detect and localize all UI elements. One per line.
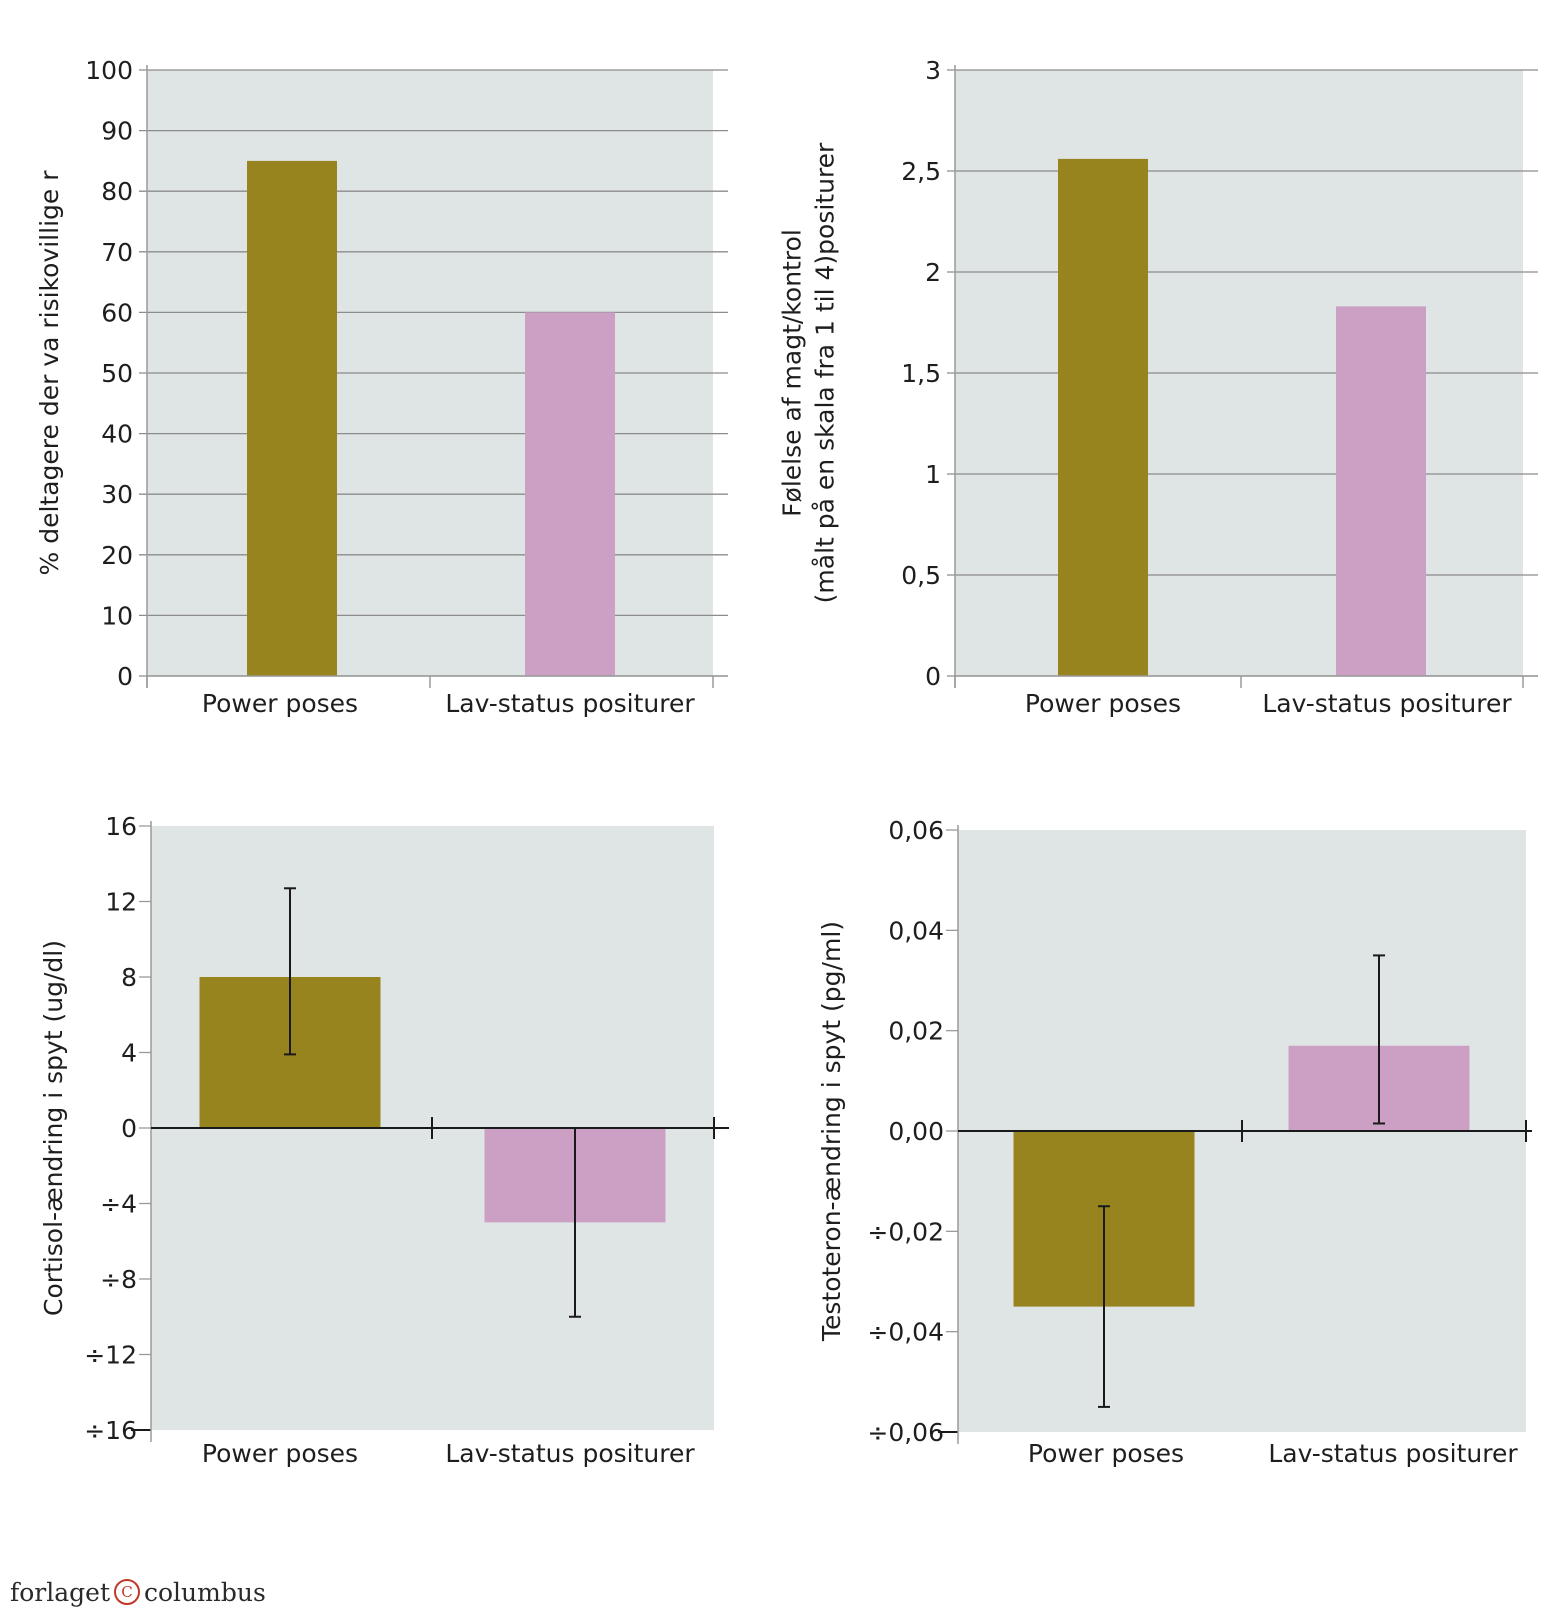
bar-lav-status <box>1336 306 1426 676</box>
y-axis-label: Følelse af magt/kontrol <box>778 229 807 517</box>
chart-1: 0 10 20 30 40 50 60 70 80 90 100 Power poses Lav-sta… <box>35 56 728 718</box>
chart-2: 0 0,5 1 1,5 2 2,5 3 Power poses Lav-status posit… <box>778 56 1538 718</box>
y-tick-label: 90 <box>101 117 133 146</box>
y-tick-label: 100 <box>85 56 133 85</box>
y-tick-label: ÷12 <box>84 1341 137 1370</box>
publisher-logo-left: forlaget <box>10 1577 110 1607</box>
y-tick-label: 2 <box>925 258 941 287</box>
y-tick-label: 0,00 <box>888 1117 944 1146</box>
y-tick-label: 40 <box>101 420 133 449</box>
y-tick-label: 4 <box>121 1039 137 1068</box>
y-tick-label: 70 <box>101 238 133 267</box>
y-tick-label: 0 <box>117 662 133 691</box>
bar-lav-status <box>525 312 615 676</box>
y-tick-label: ÷16 <box>84 1416 137 1445</box>
category-label: Power poses <box>202 689 358 718</box>
category-label: Lav-status positurer <box>1268 1439 1518 1468</box>
y-tick-label: 0,04 <box>888 916 944 945</box>
category-label: Power poses <box>202 1439 358 1468</box>
y-tick-label: 0,06 <box>888 816 944 845</box>
category-label: Power poses <box>1025 689 1181 718</box>
y-tick-label: 20 <box>101 541 133 570</box>
publisher-logo: forlaget C columbus <box>10 1575 266 1609</box>
y-tick-label: 0,5 <box>901 561 941 590</box>
category-label: Lav-status positurer <box>445 689 695 718</box>
y-tick-label: 50 <box>101 359 133 388</box>
bar-power-poses <box>247 160 337 676</box>
y-axis-label: Cortisol-ændring i spyt (ug/dl) <box>39 940 68 1316</box>
y-tick-label: 3 <box>925 56 941 85</box>
bar-power-poses <box>1058 158 1148 676</box>
y-tick-label: 60 <box>101 298 133 327</box>
y-tick-label: 16 <box>105 812 137 841</box>
y-tick-label: 1,5 <box>901 359 941 388</box>
category-label: Power poses <box>1028 1439 1184 1468</box>
chart-3: ÷16 ÷12 ÷8 ÷4 0 4 8 12 16 Power poses Lav-status p… <box>39 812 729 1468</box>
y-tick-label: ÷0,04 <box>867 1318 944 1347</box>
y-tick-label: 30 <box>101 480 133 509</box>
y-tick-label: 10 <box>101 601 133 630</box>
y-tick-label: 1 <box>925 460 941 489</box>
y-tick-label: 12 <box>105 888 137 917</box>
chart-4: ÷0,06 ÷0,04 ÷0,02 0,00 0,02 0,04 0,06 Power pos… <box>817 816 1532 1468</box>
y-tick-label: ÷0,02 <box>867 1217 944 1246</box>
copyright-c-icon: C <box>114 1579 140 1605</box>
category-label: Lav-status positurer <box>1262 689 1512 718</box>
y-tick-label: 8 <box>121 963 137 992</box>
y-tick-label: 2,5 <box>901 157 941 186</box>
y-tick-label: ÷4 <box>100 1190 137 1219</box>
y-axis-label: % deltagere der va risikovillige r <box>35 170 64 576</box>
category-label: Lav-status positurer <box>445 1439 695 1468</box>
y-axis-label: (målt på en skala fra 1 til 4)positurer <box>811 142 840 603</box>
y-tick-label: ÷8 <box>100 1265 137 1294</box>
y-tick-label: ÷0,06 <box>867 1418 944 1447</box>
y-tick-label: 0 <box>121 1114 137 1143</box>
y-tick-label: 80 <box>101 177 133 206</box>
y-axis-label: Testoteron-ændring i spyt (pg/ml) <box>817 921 846 1342</box>
y-tick-label: 0 <box>925 662 941 691</box>
publisher-logo-right: columbus <box>144 1577 266 1607</box>
y-tick-label: 0,02 <box>888 1017 944 1046</box>
